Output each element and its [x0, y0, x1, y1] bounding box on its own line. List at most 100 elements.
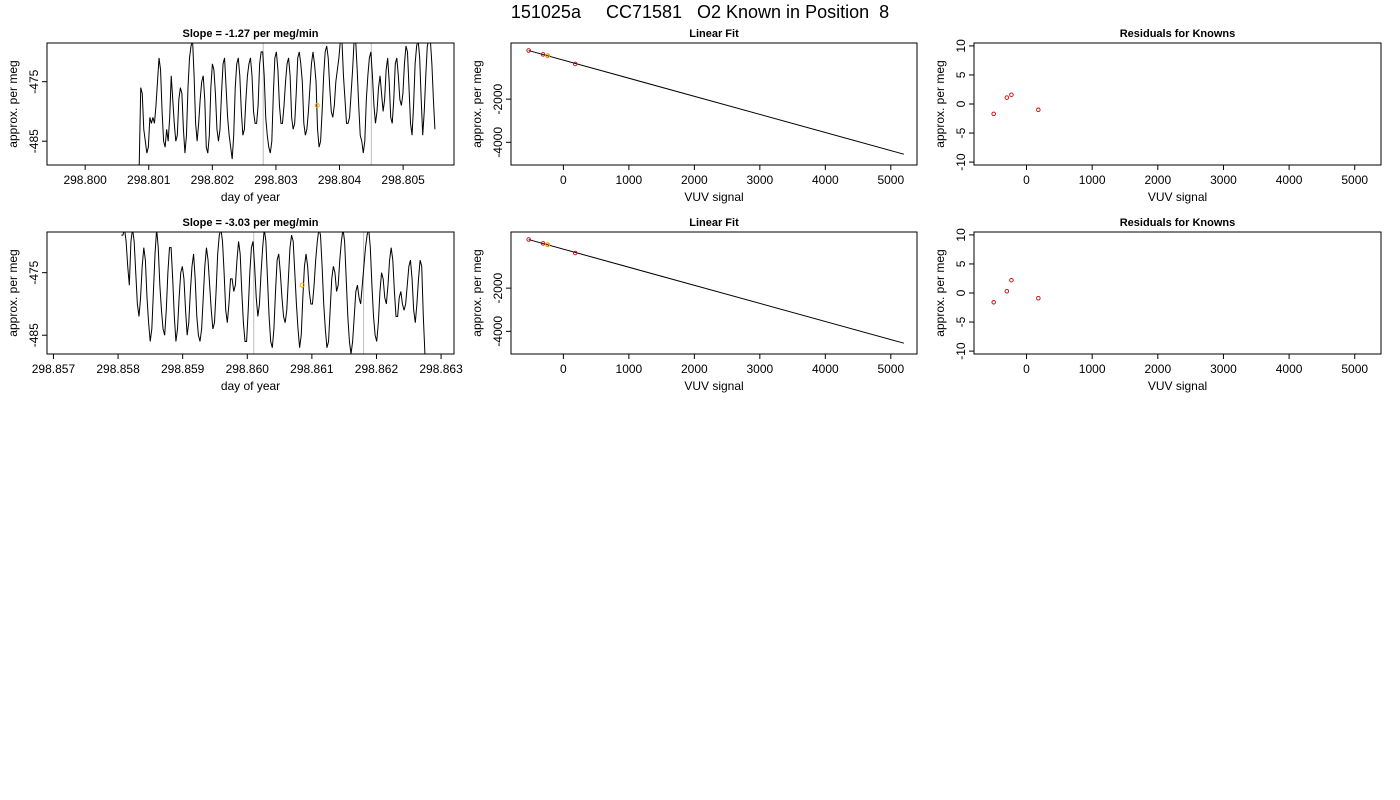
y-axis-label: approx. per meg	[933, 60, 947, 147]
x-tick-label: 298.800	[63, 173, 107, 187]
data-point	[1036, 295, 1041, 301]
x-tick-label: 5000	[877, 173, 904, 187]
x-tick-label: 3000	[746, 362, 773, 376]
x-tick-label: 4000	[812, 362, 839, 376]
x-tick-label: 1000	[1079, 362, 1106, 376]
x-tick-label: 0	[560, 362, 567, 376]
chart-panel-p4: 298.857 298.858 298.859 298.860 298.861 298.8…	[6, 217, 463, 393]
y-tick-label: -485	[27, 323, 41, 347]
series-line	[138, 43, 436, 165]
x-tick-label: 0	[560, 173, 567, 187]
plot-frame	[510, 231, 918, 355]
y-tick-label: -5	[954, 127, 968, 138]
data-point	[572, 250, 578, 256]
plot-frame	[973, 42, 1382, 166]
y-tick-label: -2000	[491, 83, 505, 114]
data-point	[991, 300, 996, 305]
data-point	[540, 52, 546, 57]
x-tick-label: 298.858	[96, 362, 140, 376]
y-tick-label: -10	[954, 153, 968, 171]
y-tick-label: 5	[954, 71, 968, 78]
x-tick-label: 0	[1023, 173, 1030, 187]
y-tick-label: 5	[954, 260, 968, 267]
x-tick-label: 298.805	[381, 173, 425, 187]
chart-title: Linear Fit	[689, 217, 739, 229]
x-tick-label: 298.861	[290, 362, 334, 376]
x-tick-label: 298.857	[32, 362, 76, 376]
x-tick-label: 298.801	[127, 173, 171, 187]
data-point	[1004, 95, 1010, 100]
data-point	[572, 61, 578, 67]
x-tick-label: 2000	[1144, 173, 1171, 187]
data-point	[1009, 277, 1014, 283]
x-tick-label: 4000	[812, 173, 839, 187]
plot-frame	[973, 231, 1382, 355]
data-point	[1004, 289, 1010, 294]
x-tick-label: 298.804	[318, 173, 362, 187]
y-tick-label: -4000	[491, 127, 505, 158]
data-point	[1036, 107, 1041, 113]
chart-panel-p6: 0 1000 2000 3000 4000 5000 -10 -5 0 5 10 Residuals …	[933, 217, 1382, 393]
x-tick-label: 298.802	[191, 173, 235, 187]
y-axis-label: approx. per meg	[470, 60, 484, 147]
fit-line	[528, 50, 905, 155]
y-tick-label: 10	[954, 228, 968, 242]
y-tick-label: -475	[27, 260, 41, 284]
y-axis-label: approx. per meg	[933, 249, 947, 336]
y-tick-label: 0	[954, 289, 968, 296]
y-tick-label: -5	[954, 316, 968, 327]
chart-panel-p2: 0 1000 2000 3000 4000 5000 -2000 -4000 Linear Fi…	[470, 28, 918, 204]
chart-title: Linear Fit	[689, 28, 739, 40]
x-tick-label: 3000	[1210, 362, 1237, 376]
highlight-point	[314, 102, 320, 108]
chart-title: Slope = -3.03 per meg/min	[182, 217, 318, 229]
x-tick-label: 3000	[1210, 173, 1237, 187]
x-axis-label: VUV signal	[684, 379, 743, 393]
plot-frame	[46, 231, 455, 355]
data-point	[1009, 92, 1014, 97]
y-axis-label: approx. per meg	[6, 249, 20, 336]
x-tick-label: 298.803	[254, 173, 298, 187]
x-tick-label: 298.860	[226, 362, 270, 376]
y-axis-label: approx. per meg	[470, 249, 484, 336]
chart-panel-p1: 298.800 298.801 298.802 298.803 298.804 298.8…	[6, 28, 455, 204]
page-title: 151025a CC71581 O2 Known in Position 8	[510, 2, 890, 22]
x-tick-label: 298.862	[355, 362, 399, 376]
x-tick-label: 2000	[681, 173, 708, 187]
x-tick-label: 5000	[877, 362, 904, 376]
x-tick-label: 1000	[616, 173, 643, 187]
y-axis-label: approx. per meg	[6, 60, 20, 147]
y-tick-label: -485	[27, 129, 41, 153]
highlight-point	[545, 242, 551, 248]
x-tick-label: 5000	[1341, 173, 1368, 187]
x-axis-label: VUV signal	[1148, 379, 1207, 393]
x-axis-label: day of year	[221, 190, 280, 204]
x-tick-label: 1000	[616, 362, 643, 376]
highlight-point	[545, 53, 551, 59]
x-axis-label: day of year	[221, 379, 280, 393]
y-tick-label: -10	[954, 342, 968, 360]
fit-line	[528, 239, 905, 344]
x-tick-label: 298.859	[161, 362, 205, 376]
x-tick-label: 0	[1023, 362, 1030, 376]
x-tick-label: 2000	[1144, 362, 1171, 376]
y-tick-label: -475	[27, 69, 41, 93]
y-tick-label: -4000	[491, 316, 505, 347]
chart-title: Residuals for Knowns	[1120, 217, 1236, 229]
x-tick-label: 1000	[1079, 173, 1106, 187]
x-tick-label: 2000	[681, 362, 708, 376]
data-point	[540, 241, 546, 246]
plot-frame	[46, 42, 455, 166]
chart-title: Residuals for Knowns	[1120, 28, 1236, 40]
chart-panel-p5: 0 1000 2000 3000 4000 5000 -2000 -4000 Linear Fi…	[470, 217, 918, 393]
series-line	[121, 232, 426, 354]
x-axis-label: VUV signal	[684, 190, 743, 204]
x-axis-label: VUV signal	[1148, 190, 1207, 204]
data-point	[991, 111, 996, 117]
data-point	[526, 48, 531, 53]
x-tick-label: 298.863	[419, 362, 463, 376]
x-tick-label: 4000	[1276, 173, 1303, 187]
highlight-point	[299, 282, 305, 288]
data-point	[526, 237, 531, 242]
